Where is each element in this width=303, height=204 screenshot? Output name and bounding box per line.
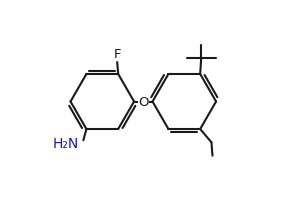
Text: O: O bbox=[138, 95, 148, 109]
Text: F: F bbox=[113, 47, 121, 60]
Text: H₂N: H₂N bbox=[53, 137, 79, 151]
